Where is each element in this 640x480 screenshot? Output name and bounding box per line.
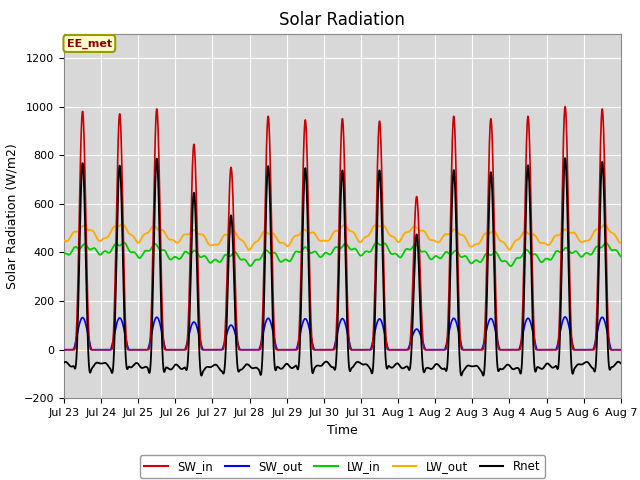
Text: EE_met: EE_met <box>67 38 112 48</box>
Y-axis label: Solar Radiation (W/m2): Solar Radiation (W/m2) <box>5 143 18 289</box>
Title: Solar Radiation: Solar Radiation <box>280 11 405 29</box>
Legend: SW_in, SW_out, LW_in, LW_out, Rnet: SW_in, SW_out, LW_in, LW_out, Rnet <box>140 456 545 478</box>
X-axis label: Time: Time <box>327 424 358 437</box>
